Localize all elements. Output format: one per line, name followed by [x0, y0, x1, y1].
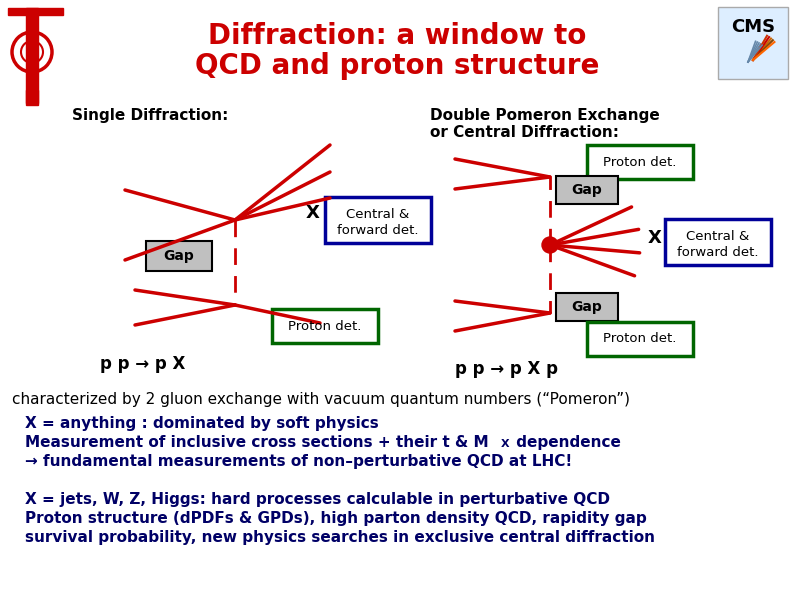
Text: Central &: Central &: [346, 208, 410, 221]
Text: Proton det.: Proton det.: [603, 333, 676, 346]
Text: X: X: [648, 229, 662, 247]
FancyBboxPatch shape: [587, 322, 693, 356]
Text: X: X: [306, 204, 320, 222]
Text: Gap: Gap: [572, 300, 603, 314]
Text: Proton structure (dPDFs & GPDs), high parton density QCD, rapidity gap: Proton structure (dPDFs & GPDs), high pa…: [25, 511, 647, 526]
FancyBboxPatch shape: [665, 219, 771, 265]
FancyBboxPatch shape: [718, 7, 788, 79]
Circle shape: [542, 237, 558, 253]
Text: TOTEM: TOTEM: [8, 8, 40, 17]
FancyBboxPatch shape: [556, 176, 618, 204]
Text: Measurement of inclusive cross sections + their t & M: Measurement of inclusive cross sections …: [25, 435, 488, 450]
Text: Gap: Gap: [164, 249, 195, 263]
Text: survival probability, new physics searches in exclusive central diffraction: survival probability, new physics search…: [25, 530, 655, 545]
Bar: [26, 8, 38, 103]
Text: Gap: Gap: [572, 183, 603, 197]
Text: → fundamental measurements of non–perturbative QCD at LHC!: → fundamental measurements of non–pertur…: [25, 454, 572, 469]
FancyBboxPatch shape: [556, 293, 618, 321]
Text: Double Pomeron Exchange: Double Pomeron Exchange: [430, 108, 660, 123]
Text: Central &: Central &: [686, 230, 750, 243]
FancyBboxPatch shape: [272, 309, 378, 343]
Text: CMS: CMS: [731, 18, 775, 36]
Text: QCD and proton structure: QCD and proton structure: [195, 52, 599, 80]
Text: forward det.: forward det.: [337, 224, 418, 237]
Text: characterized by 2 gluon exchange with vacuum quantum numbers (“Pomeron”): characterized by 2 gluon exchange with v…: [12, 392, 630, 407]
Text: p p → p X p: p p → p X p: [455, 360, 558, 378]
Text: X = anything : dominated by soft physics: X = anything : dominated by soft physics: [25, 416, 379, 431]
Text: Proton det.: Proton det.: [603, 155, 676, 168]
Text: dependence: dependence: [511, 435, 621, 450]
Bar: [26, 90, 38, 105]
Text: p p → p X: p p → p X: [100, 355, 185, 373]
FancyBboxPatch shape: [587, 145, 693, 179]
Text: Single Diffraction:: Single Diffraction:: [72, 108, 229, 123]
Bar: [8, 8, 63, 15]
Text: forward det.: forward det.: [677, 246, 759, 259]
Text: or Central Diffraction:: or Central Diffraction:: [430, 125, 619, 140]
FancyBboxPatch shape: [325, 197, 431, 243]
Text: Diffraction: a window to: Diffraction: a window to: [208, 22, 586, 50]
Text: X: X: [501, 439, 510, 449]
Text: Proton det.: Proton det.: [288, 320, 362, 333]
FancyBboxPatch shape: [146, 241, 212, 271]
Text: X = jets, W, Z, Higgs: hard processes calculable in perturbative QCD: X = jets, W, Z, Higgs: hard processes ca…: [25, 492, 610, 507]
